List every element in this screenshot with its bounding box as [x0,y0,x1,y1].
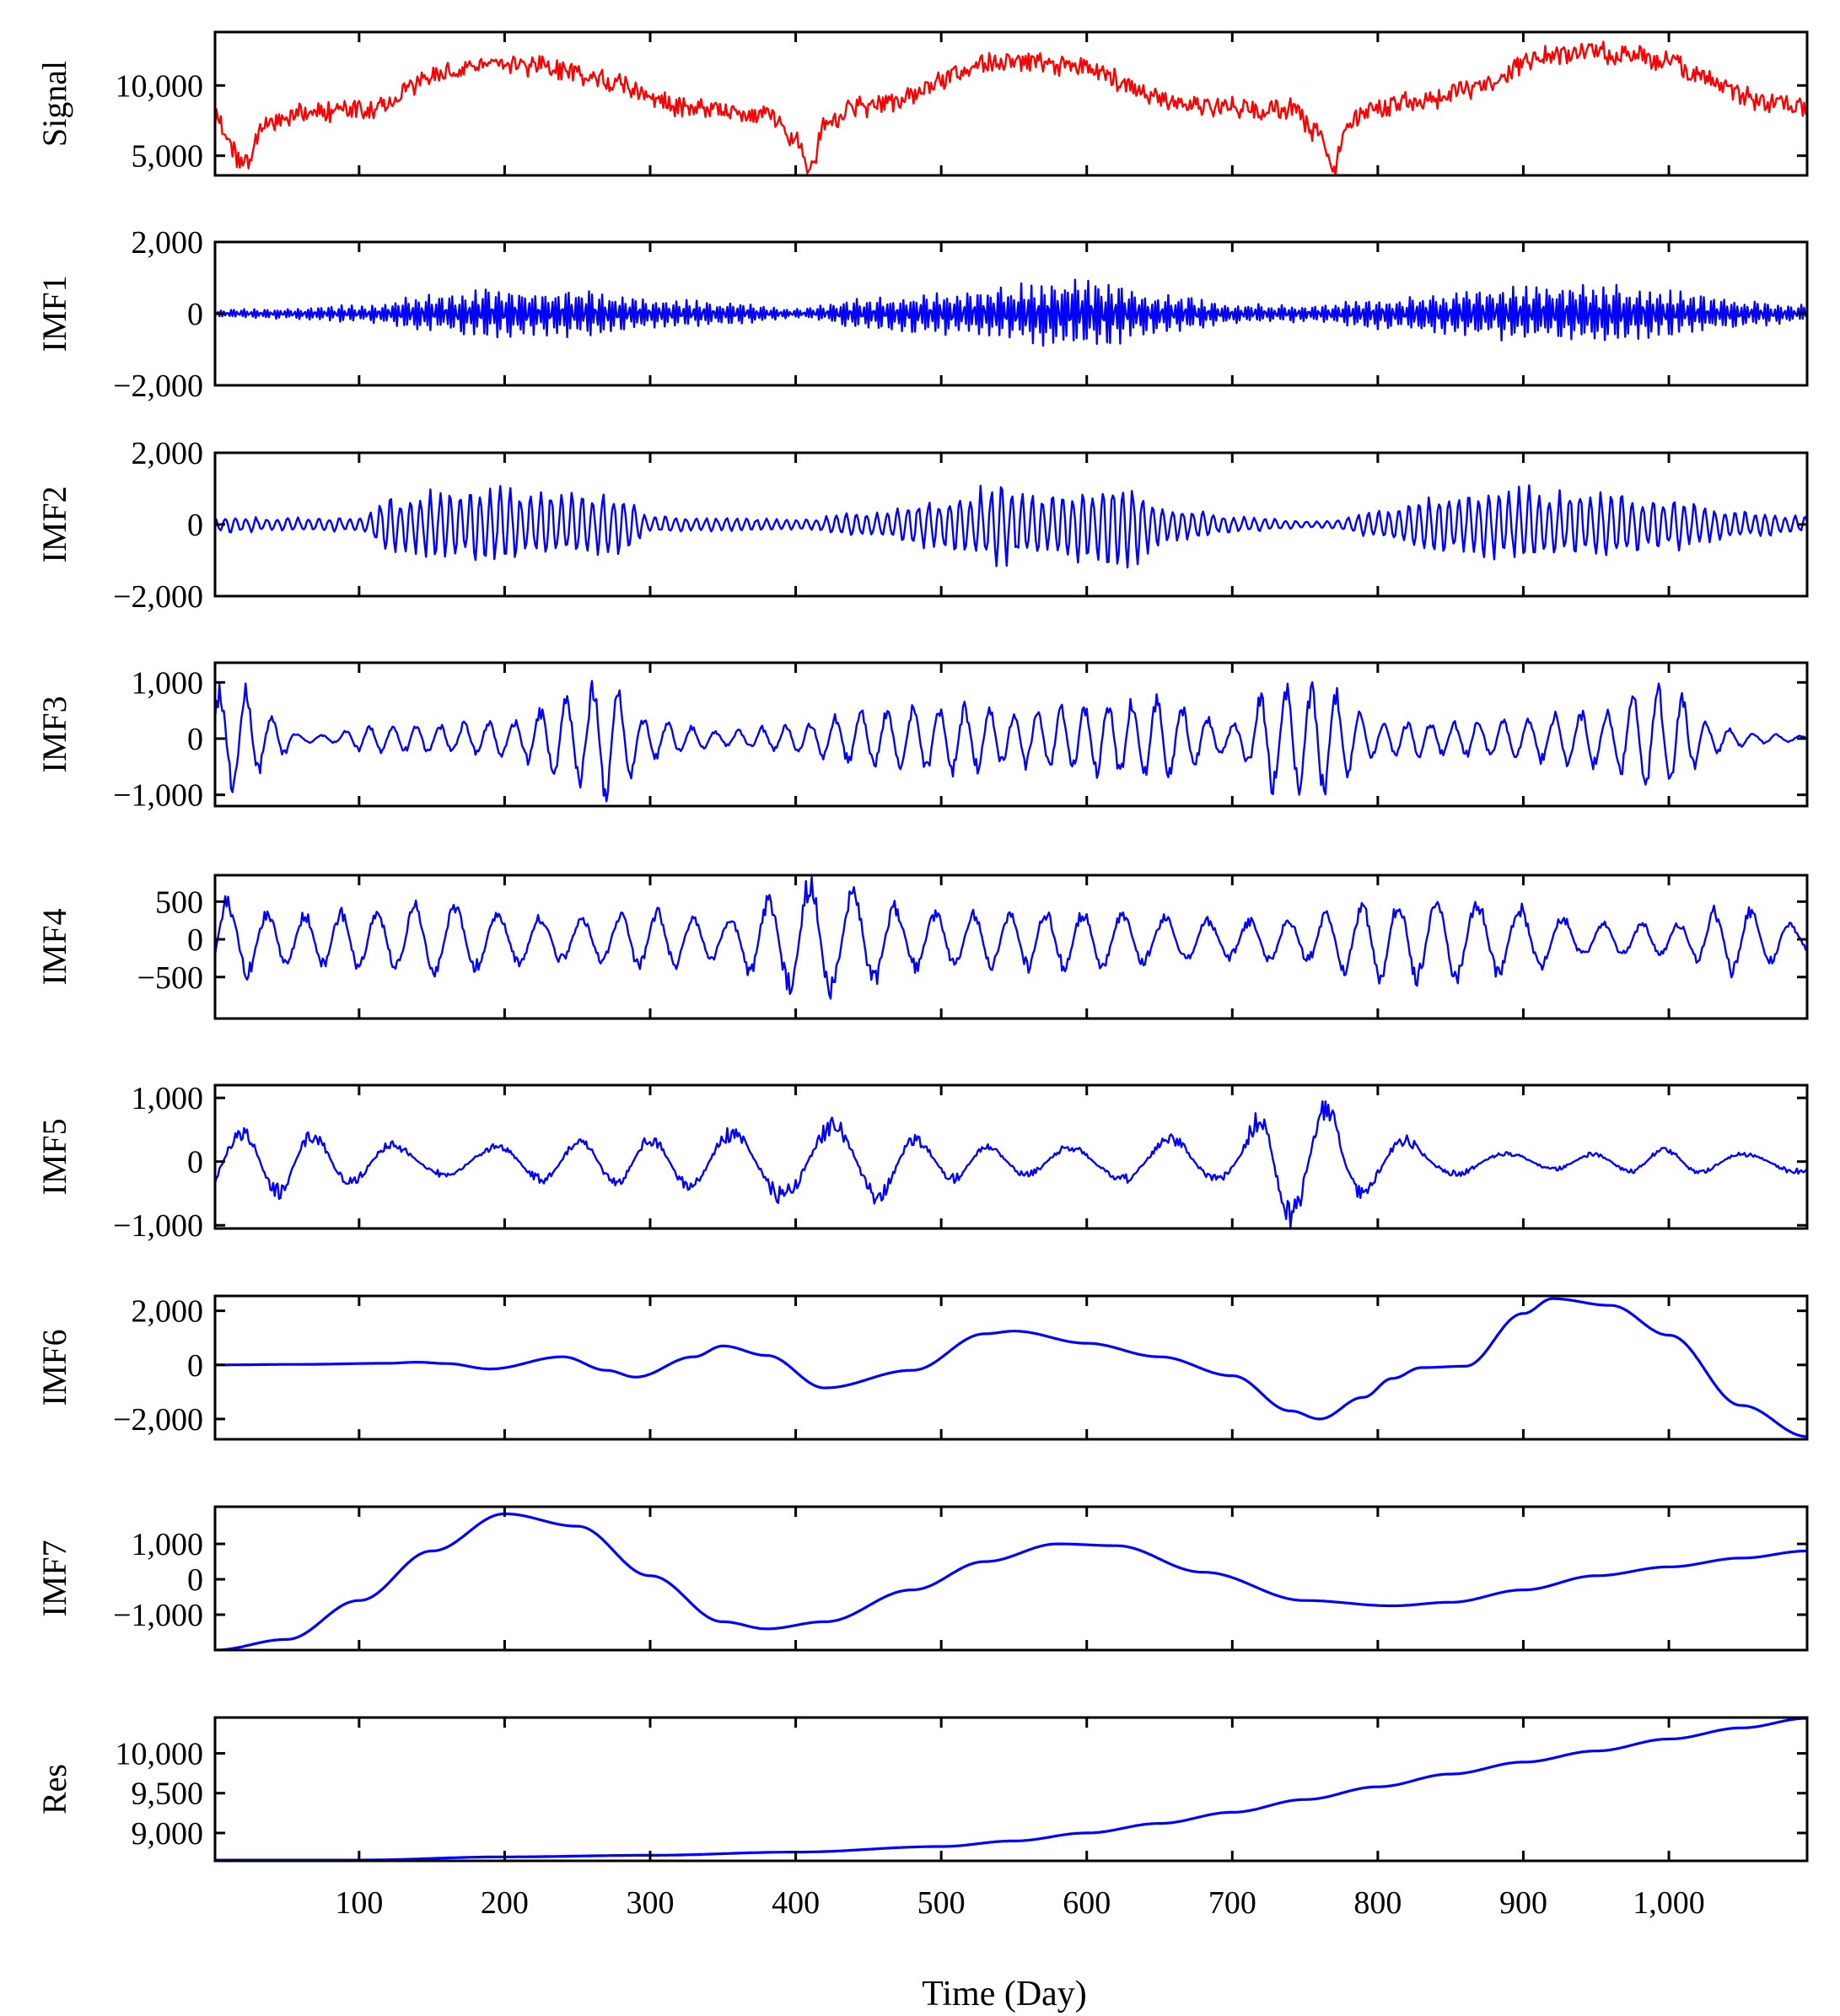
panel-signal: 5,000 10,000 Signal [35,30,1809,177]
panel-frame [213,1716,1809,1863]
y-axis-label-imf6: IMF6 [35,1329,73,1406]
y-tick-label: 2,000 [132,1294,204,1330]
x-tick-label: 400 [772,1885,820,1921]
y-tick-label: 10,000 [116,68,204,104]
x-tick-label: 1,000 [1633,1885,1705,1921]
x-tick-label: 700 [1208,1885,1256,1921]
panel-imf2: −2,000 0 2,000 IMF2 [35,436,1809,615]
y-tick-label: −1,000 [113,1598,203,1633]
y-tick-label: −500 [137,960,203,996]
y-tick-label: −1,000 [113,778,203,814]
series-line-imf6 [215,1297,1807,1438]
panel-imf3: −1,000 0 1,000 IMF3 [35,661,1809,814]
x-tick-label: 900 [1499,1885,1547,1921]
panel-imf1: −2,000 0 2,000 IMF1 [35,225,1809,404]
y-tick-label: 0 [187,1562,203,1598]
y-tick-label: 1,000 [132,1527,204,1562]
panel-imf5: −1,000 0 1,000 IMF5 [35,1081,1809,1244]
series-line-imf4 [215,876,1807,1000]
series-line-imf7 [215,1512,1807,1650]
panels-group: 5,000 10,000 Signal −2,000 0 2,000 IMF1 −2,000 0… [35,30,1809,1921]
y-tick-label: 0 [187,1145,203,1180]
x-tick-label: 600 [1063,1885,1111,1921]
x-tick-label: 100 [335,1885,383,1921]
y-tick-label: 1,000 [132,665,204,701]
y-tick-label: 10,000 [116,1737,204,1772]
y-axis-label-imf4: IMF4 [35,908,73,985]
y-tick-label: 0 [187,1348,203,1384]
panel-imf6: −2,000 0 2,000 IMF6 [35,1294,1809,1441]
x-tick-label: 200 [481,1885,529,1921]
y-tick-label: 5,000 [132,139,204,175]
y-tick-label: −2,000 [113,1402,203,1438]
y-tick-label: 2,000 [132,436,204,471]
panel-frame [213,1294,1809,1441]
x-tick-label: 800 [1353,1885,1402,1921]
y-axis-label-imf1: IMF1 [35,275,73,352]
y-axis-label-imf5: IMF5 [35,1118,73,1195]
y-tick-label: 2,000 [132,225,204,261]
y-tick-label: 1,000 [132,1081,204,1116]
panel-frame [213,1505,1809,1652]
series-line-imf1 [215,278,1807,347]
series-line-imf5 [215,1099,1807,1228]
y-axis-label-res: Res [35,1764,73,1814]
x-axis-label: Time (Day) [922,1975,1087,2013]
y-tick-label: 0 [187,922,203,958]
x-tick-label: 300 [627,1885,675,1921]
y-tick-label: 9,000 [132,1816,204,1852]
x-tick-label: 500 [917,1885,966,1921]
y-tick-label: −2,000 [113,368,203,404]
y-tick-label: 500 [155,884,203,920]
y-axis-label-imf7: IMF7 [35,1540,73,1616]
panel-frame [213,30,1809,177]
series-line-imf3 [215,680,1807,803]
y-tick-label: 9,500 [132,1777,204,1812]
series-line-signal [215,40,1807,175]
series-line-imf2 [215,484,1807,569]
panel-frame [213,1083,1809,1230]
series-line-res [215,1718,1807,1861]
panel-frame [213,451,1809,598]
panel-frame [213,661,1809,808]
y-axis-label-signal: Signal [35,61,73,147]
y-tick-label: −2,000 [113,579,203,615]
panel-frame [213,874,1809,1020]
y-tick-label: −1,000 [113,1208,203,1244]
y-tick-label: 0 [187,508,203,543]
y-axis-label-imf2: IMF2 [35,486,73,562]
panel-res: 9,000 9,500 10,000 Res 100 200 300 400 500 600 700… [35,1716,1809,1921]
y-tick-label: 0 [187,722,203,757]
y-axis-label-imf3: IMF3 [35,696,73,772]
y-tick-label: 0 [187,297,203,332]
